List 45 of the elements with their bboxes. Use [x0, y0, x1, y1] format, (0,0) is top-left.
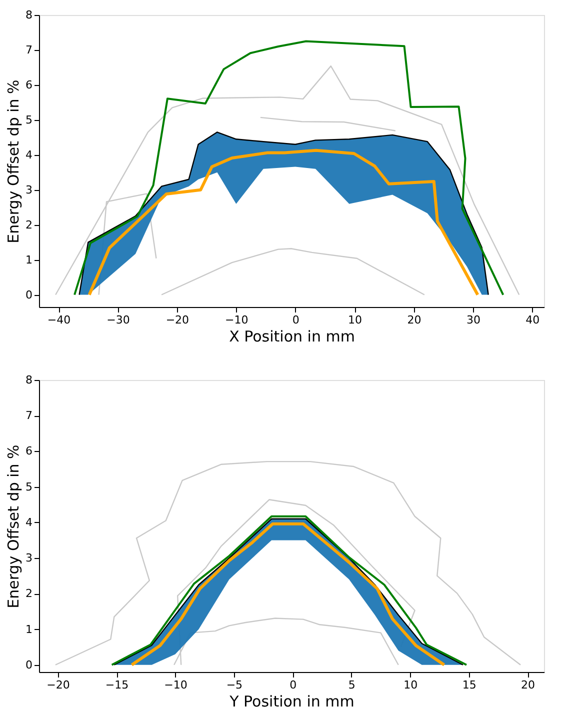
y-tick-label: 1: [26, 622, 32, 636]
y-tick-label: 7: [26, 43, 32, 56]
y-axis-title: Energy Offset dp in %: [4, 80, 22, 244]
x-tick-label: 10: [348, 314, 362, 326]
x-tick-label: 30: [466, 314, 480, 326]
x-axis-title: Y Position in mm: [228, 692, 354, 710]
x-tick-label: 10: [404, 678, 418, 692]
y-tick-label: 5: [26, 113, 32, 126]
y-tick-label: 2: [26, 218, 32, 232]
line-series: [54, 460, 522, 666]
x-tick-label: 0: [292, 314, 300, 326]
x-tick-label: 15: [462, 678, 476, 692]
y-tick-label: 6: [26, 78, 32, 92]
line-series: [74, 40, 504, 296]
x-tick-label: 20: [521, 678, 536, 692]
y-tick-label: 4: [26, 148, 32, 162]
x-tick-label: 5: [348, 678, 356, 692]
x-tick-label: 0: [290, 678, 297, 692]
x-tick-label: −20: [46, 678, 70, 692]
y-tick-label: 0: [26, 288, 32, 302]
line-series: [260, 116, 396, 132]
y-tick-label: 7: [26, 409, 32, 422]
x-tick-label: −10: [225, 314, 248, 326]
y-tick-label: 5: [26, 480, 32, 494]
line-series: [160, 248, 426, 296]
x-tick-label: −10: [164, 678, 188, 692]
x-tick-label: −5: [226, 678, 243, 692]
x-tick-label: −30: [106, 314, 130, 326]
x-tick-label: 40: [526, 314, 540, 326]
y-tick-label: 4: [26, 516, 32, 529]
line-series: [54, 65, 520, 296]
y-tick-label: 8: [26, 8, 32, 22]
x-tick-label: −15: [105, 678, 129, 692]
x-axis-title: X Position in mm: [229, 328, 355, 346]
x-tick-label: −20: [166, 314, 190, 326]
x-tick-label: −40: [47, 314, 71, 326]
y-tick-label: 8: [26, 374, 32, 386]
y-tick-label: 6: [26, 444, 32, 458]
y-tick-label: 0: [26, 658, 32, 672]
y-tick-label: 2: [26, 587, 32, 600]
y-tick-label: 3: [26, 552, 32, 565]
y-tick-label: 1: [26, 253, 32, 266]
y-axis-title: Energy Offset dp in %: [4, 444, 22, 608]
y-tick-label: 3: [26, 183, 32, 196]
x-tick-label: 20: [407, 314, 422, 326]
